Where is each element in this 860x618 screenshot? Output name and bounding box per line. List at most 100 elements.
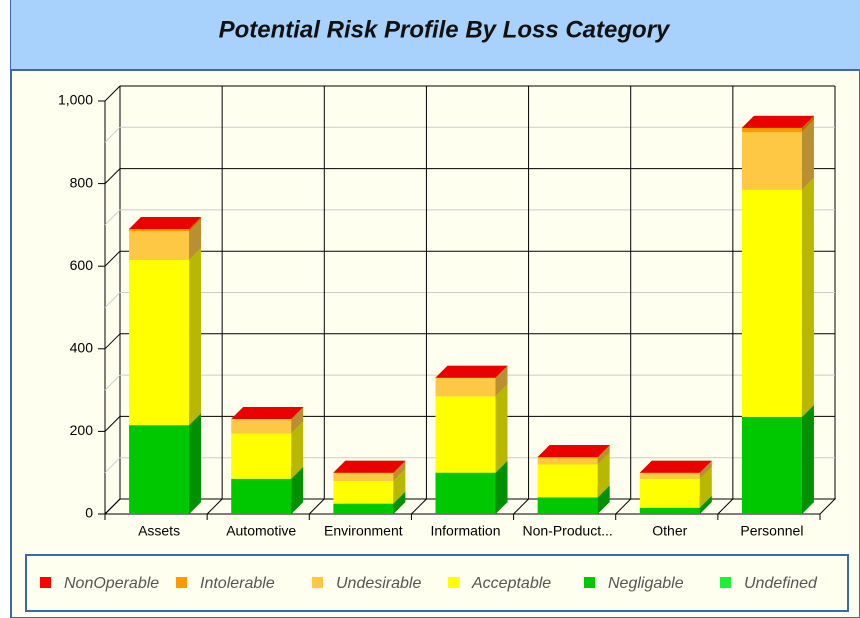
legend-label: NonOperable — [64, 575, 159, 592]
bar-top — [231, 407, 304, 420]
legend-swatch — [176, 577, 187, 588]
bar-side — [393, 491, 406, 514]
minor-grid-line — [104, 292, 121, 308]
bar-side — [189, 248, 202, 426]
floor-divider — [411, 498, 427, 515]
bar-top — [537, 445, 610, 458]
x-tick-label: Non-Product... — [523, 523, 613, 539]
legend-box — [25, 554, 849, 612]
y-tick-label: 400 — [70, 340, 94, 356]
bar-side — [801, 119, 814, 190]
x-tick-label: Personnel — [740, 523, 803, 539]
bar-segment — [231, 419, 292, 434]
legend-swatch — [448, 577, 459, 588]
bar-side — [699, 495, 712, 514]
bar-side — [495, 384, 508, 473]
bar-segment — [741, 127, 802, 132]
y-tick-label: 0 — [85, 505, 93, 521]
bar-side — [291, 466, 304, 514]
grid-line — [104, 168, 121, 184]
bar-top — [333, 460, 406, 473]
bar-segment — [231, 433, 292, 479]
bar-side — [699, 466, 712, 508]
bar-side — [189, 217, 202, 232]
bar-segment — [741, 131, 802, 190]
minor-grid-line — [104, 209, 121, 226]
legend-swatch — [40, 577, 51, 588]
bar-side — [189, 219, 202, 261]
bar-side — [597, 445, 610, 459]
floor-divider — [513, 498, 529, 515]
bar-segment — [537, 458, 598, 465]
bar-side — [801, 177, 814, 417]
bar-side — [597, 485, 610, 514]
bar-segment — [741, 416, 802, 514]
bar-side — [393, 468, 406, 504]
header-band — [11, 0, 860, 70]
bar-top — [741, 115, 814, 128]
bar-segment — [639, 507, 700, 514]
bar-segment — [129, 260, 190, 426]
grid-line — [104, 250, 121, 267]
legend-swatch — [584, 577, 595, 588]
bar-segment — [537, 457, 598, 459]
floor-divider — [615, 498, 632, 515]
bar-segment — [129, 425, 190, 514]
bar-side — [291, 407, 304, 434]
bar-side — [189, 413, 202, 514]
legend-swatch — [312, 577, 323, 588]
x-tick-label: Information — [430, 523, 500, 539]
floor-divider — [717, 498, 734, 515]
bar-side — [495, 460, 508, 514]
y-tick-label: 1,000 — [58, 92, 93, 108]
bar-segment — [639, 472, 700, 479]
bar-side — [801, 404, 814, 514]
x-tick-label: Other — [652, 523, 687, 539]
chart-title: Potential Risk Profile By Loss Category — [219, 16, 671, 43]
bar-segment — [333, 503, 394, 514]
legend-label: Intolerable — [200, 575, 275, 592]
bar-top — [129, 217, 202, 230]
legend-label: Acceptable — [471, 575, 551, 592]
bar-segment — [333, 472, 394, 481]
bar-side — [801, 115, 814, 132]
legend-label: Undesirable — [336, 575, 421, 592]
bar-segment — [537, 497, 598, 514]
grid-line — [104, 416, 121, 432]
bar-side — [495, 365, 508, 397]
x-tick-label: Environment — [324, 523, 403, 539]
bar-segment — [435, 377, 496, 397]
minor-grid-line — [104, 457, 121, 474]
bar-segment — [435, 472, 496, 514]
grid-line — [104, 333, 121, 350]
legend-label: Negligable — [608, 575, 684, 592]
bar-top — [435, 365, 508, 378]
bar-segment — [639, 478, 700, 508]
y-tick-label: 800 — [70, 174, 94, 190]
floor-divider — [308, 498, 325, 515]
bar-side — [393, 460, 406, 481]
bar-side — [291, 421, 304, 479]
bar-segment — [231, 478, 292, 514]
bar-side — [699, 460, 712, 479]
bar-side — [597, 446, 610, 465]
bar-segment — [129, 231, 190, 261]
minor-grid-line — [104, 126, 121, 143]
x-tick-label: Assets — [138, 523, 180, 539]
plot: 0 200 400 600 800 1,000 Assets Automotive Enviro… — [58, 85, 837, 539]
bar-segment — [537, 464, 598, 498]
floor-divider — [206, 498, 223, 515]
minor-grid-line — [104, 374, 121, 391]
legend-label: Undefined — [744, 575, 818, 592]
bar-segment — [435, 396, 496, 473]
grid-line — [104, 85, 121, 102]
y-tick-label: 200 — [70, 422, 94, 438]
floor-divider — [104, 498, 121, 515]
bar-side — [597, 452, 610, 498]
legend-swatch — [720, 577, 731, 588]
bar-segment — [333, 480, 394, 504]
x-tick-label: Automotive — [226, 523, 296, 539]
bar-top — [639, 460, 712, 473]
